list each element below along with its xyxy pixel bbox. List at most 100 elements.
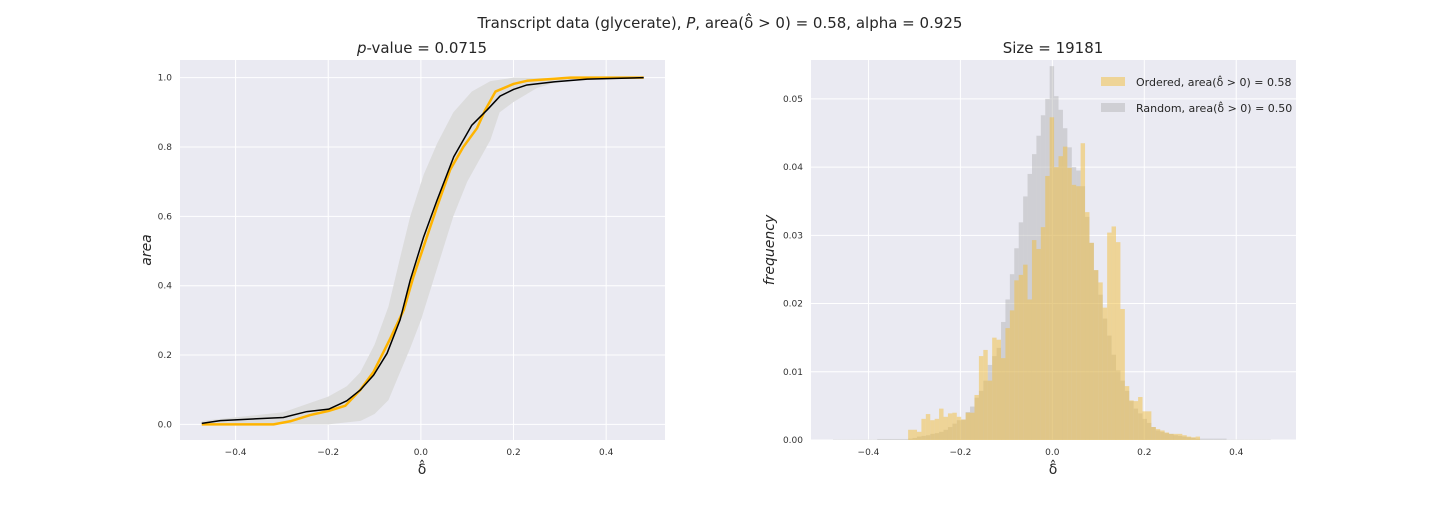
x-tick-label: 0.4: [1229, 448, 1244, 458]
ordered-histogram-bar: [913, 430, 917, 440]
ordered-histogram-bar: [935, 419, 939, 440]
random-histogram-bar: [886, 439, 890, 440]
ordered-histogram-bar: [1178, 434, 1182, 440]
histogram-ylabel: frequency: [762, 214, 778, 285]
ordered-histogram-bar: [1173, 434, 1177, 440]
random-histogram-bar: [895, 439, 899, 440]
ordered-histogram-bar: [1028, 299, 1032, 440]
cdf-xlabel: δ̂: [418, 459, 427, 478]
x-tick-label: −0.2: [317, 448, 339, 458]
ordered-histogram-bar: [979, 356, 983, 440]
legend-swatch-random: [1101, 103, 1125, 112]
ordered-histogram-bar: [939, 409, 943, 440]
ordered-histogram-bar: [1063, 147, 1067, 440]
ordered-histogram-bar: [1103, 308, 1107, 440]
random-histogram-bar: [877, 439, 881, 440]
ordered-histogram-bar: [1116, 242, 1120, 440]
figure-title: Transcript data (glycerate), P, area(δ̂ …: [477, 12, 963, 32]
random-histogram-bar: [1222, 439, 1226, 440]
random-histogram-bar: [1204, 439, 1208, 440]
ordered-histogram-bar: [961, 420, 965, 440]
random-histogram-bar: [882, 439, 886, 440]
ordered-histogram-bar: [1089, 243, 1093, 440]
random-histogram-bar: [899, 439, 903, 440]
ordered-histogram-bar: [1054, 167, 1058, 440]
ordered-histogram-bar: [983, 350, 987, 440]
ordered-histogram-bar: [970, 413, 974, 440]
ordered-histogram-bar: [1187, 437, 1191, 440]
random-histogram-bar: [1213, 439, 1217, 440]
ordered-histogram-bar: [1129, 400, 1133, 440]
ordered-histogram-bar: [1081, 143, 1085, 440]
y-tick-label: 0.00: [783, 436, 803, 446]
ordered-histogram-bar: [1134, 401, 1138, 440]
ordered-histogram-bar: [1160, 430, 1164, 440]
ordered-histogram-bar: [1151, 427, 1155, 440]
ordered-histogram-bar: [1041, 227, 1045, 440]
ordered-histogram-bar: [992, 338, 996, 440]
x-tick-label: 0.4: [599, 448, 614, 458]
y-tick-label: 0.04: [783, 163, 803, 173]
random-histogram-bar: [904, 439, 908, 440]
histogram-xlabel: δ̂: [1049, 459, 1058, 478]
x-tick-label: −0.4: [858, 448, 880, 458]
y-tick-label: 0.2: [158, 351, 172, 361]
legend-label-random: Random, area(δ̂ > 0) = 0.50: [1136, 101, 1292, 115]
ordered-histogram-bar: [930, 420, 934, 440]
ordered-histogram-bar: [1120, 309, 1124, 440]
ordered-histogram-bar: [1014, 280, 1018, 440]
legend-swatch-ordered: [1101, 77, 1125, 86]
legend-label-ordered: Ordered, area(δ̂ > 0) = 0.58: [1136, 75, 1292, 89]
ordered-histogram-bar: [1050, 117, 1054, 440]
ordered-histogram-bar: [974, 395, 978, 440]
ordered-histogram-bar: [1036, 249, 1040, 440]
ordered-histogram-bar: [1112, 226, 1116, 440]
ordered-histogram-bar: [1196, 437, 1200, 440]
ordered-histogram-bar: [1085, 212, 1089, 440]
x-tick-label: 0.0: [1045, 448, 1060, 458]
cdf-title: p-value = 0.0715: [356, 39, 487, 57]
y-tick-label: 1.0: [158, 74, 173, 84]
x-tick-label: 0.0: [414, 448, 429, 458]
ordered-histogram-bar: [917, 432, 921, 440]
ordered-histogram-bar: [948, 413, 952, 440]
ordered-histogram-bar: [1067, 168, 1071, 440]
y-tick-label: 0.8: [158, 143, 173, 153]
ordered-histogram-bar: [926, 414, 930, 440]
ordered-histogram-bar: [1019, 275, 1023, 440]
ordered-histogram-bar: [1165, 432, 1169, 440]
ordered-histogram-bar: [1125, 386, 1129, 440]
y-tick-label: 0.01: [783, 368, 803, 378]
ordered-histogram-bar: [1072, 185, 1076, 440]
ordered-histogram-bar: [966, 413, 970, 440]
ordered-histogram-bar: [1045, 176, 1049, 440]
y-tick-label: 0.03: [783, 231, 803, 241]
x-tick-label: 0.2: [1137, 448, 1151, 458]
ordered-histogram-bar: [908, 430, 912, 440]
histogram-title: Size = 19181: [1003, 39, 1104, 57]
ordered-histogram-bar: [1076, 186, 1080, 440]
random-histogram-bar: [1209, 439, 1213, 440]
ordered-histogram-bar: [957, 417, 961, 440]
x-tick-label: −0.4: [225, 448, 247, 458]
ordered-histogram-bar: [1147, 411, 1151, 440]
ordered-histogram-bar: [1094, 270, 1098, 440]
ordered-histogram-bar: [1001, 358, 1005, 440]
ordered-histogram-bar: [1107, 233, 1111, 440]
ordered-histogram-bar: [1182, 435, 1186, 440]
ordered-histogram-bar: [1023, 265, 1027, 440]
ordered-histogram-bar: [1143, 411, 1147, 440]
cdf-ylabel: area: [139, 234, 155, 266]
ordered-histogram-bar: [1098, 282, 1102, 440]
ordered-histogram-bar: [1191, 437, 1195, 440]
ordered-histogram-bar: [1005, 328, 1009, 440]
ordered-histogram-bar: [988, 381, 992, 440]
ordered-histogram-bar: [1059, 156, 1063, 440]
ordered-histogram-bar: [952, 413, 956, 440]
ordered-histogram-bar: [1138, 397, 1142, 440]
y-tick-label: 0.6: [158, 212, 173, 222]
ordered-histogram-bar: [1169, 434, 1173, 440]
